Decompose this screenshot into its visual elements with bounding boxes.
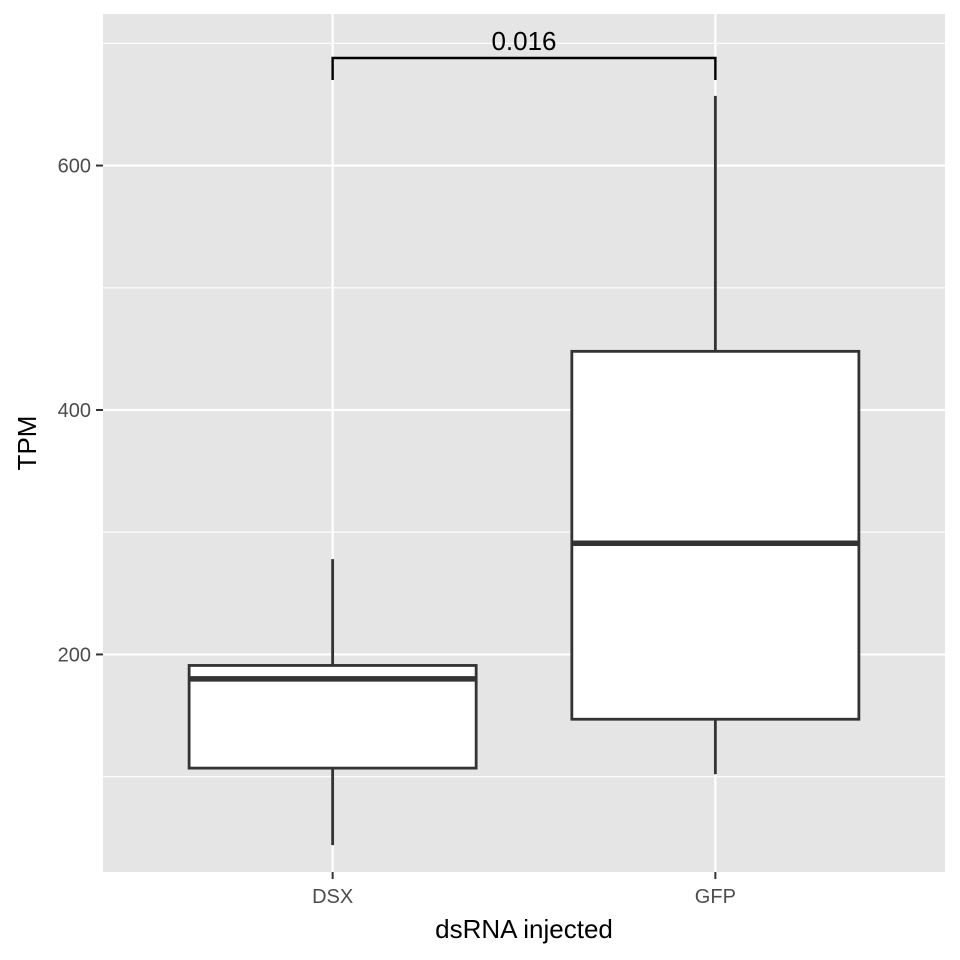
boxes	[187, 95, 861, 846]
y-tick-label: 200	[58, 644, 91, 666]
significance-annotation: 0.016	[331, 26, 717, 80]
interquartile-box	[570, 349, 861, 721]
p-value-label: 0.016	[491, 26, 556, 56]
x-tick-label: GFP	[695, 886, 736, 908]
y-axis-title: TPM	[12, 416, 42, 471]
y-tick-label: 600	[58, 156, 91, 178]
box-gfp	[570, 95, 861, 775]
interquartile-box	[187, 664, 478, 770]
y-tick-label: 400	[58, 400, 91, 422]
box-dsx	[187, 559, 478, 846]
significance-bracket	[331, 56, 717, 80]
x-axis-title: dsRNA injected	[435, 914, 613, 944]
x-tick-label: DSX	[312, 886, 353, 908]
axis-ticks: 200 400 600 DSX GFP	[58, 156, 736, 908]
